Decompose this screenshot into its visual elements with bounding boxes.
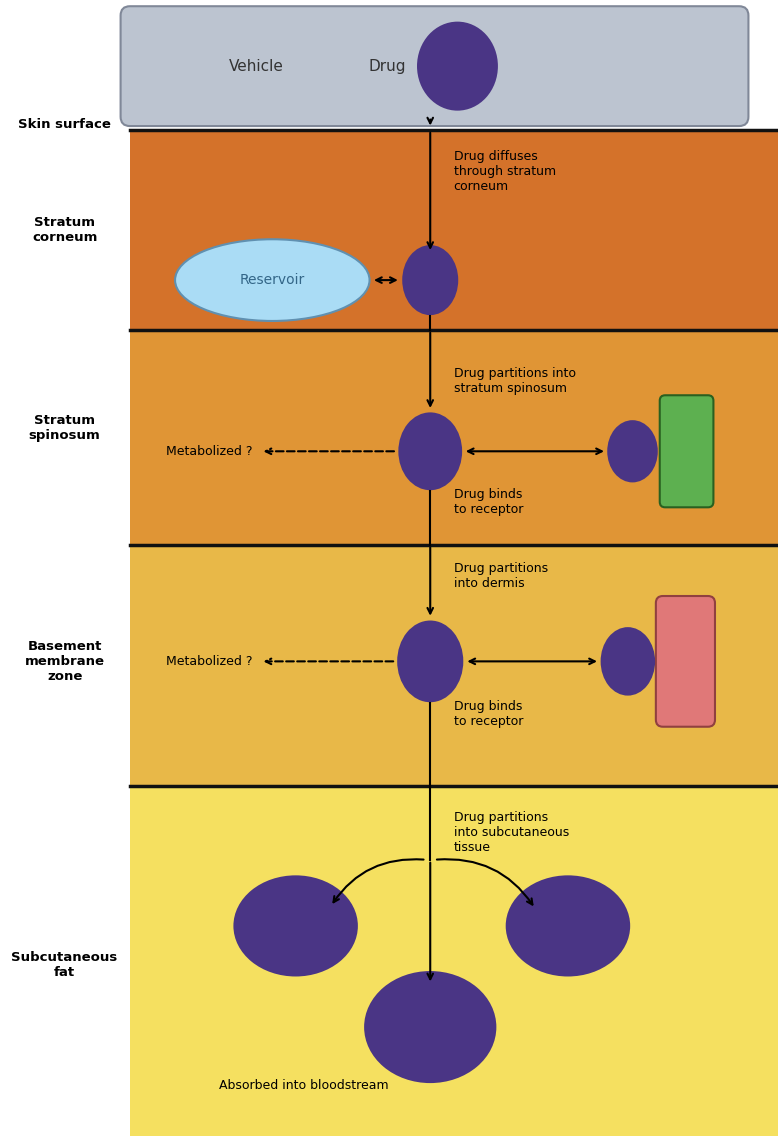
FancyBboxPatch shape [660, 395, 713, 508]
Ellipse shape [417, 22, 498, 110]
Text: Drug partitions into
stratum spinosum: Drug partitions into stratum spinosum [454, 367, 576, 395]
Text: Metabolized ?: Metabolized ? [166, 654, 253, 668]
Text: Metabolized ?: Metabolized ? [166, 445, 253, 458]
Bar [130, 544, 778, 786]
Text: Stratum
spinosum: Stratum spinosum [29, 414, 100, 442]
Text: Drug diffuses
through stratum
corneum: Drug diffuses through stratum corneum [454, 150, 555, 193]
Text: Drug binds
to receptor: Drug binds to receptor [454, 487, 523, 516]
Text: Skin surface: Skin surface [18, 118, 111, 131]
Ellipse shape [506, 876, 630, 977]
Ellipse shape [402, 245, 458, 315]
Text: Drug binds
to receptor: Drug binds to receptor [454, 700, 523, 728]
Ellipse shape [233, 876, 358, 977]
FancyBboxPatch shape [656, 596, 715, 727]
Text: Drug partitions
into subcutaneous
tissue: Drug partitions into subcutaneous tissue [454, 811, 569, 854]
Bar [130, 786, 778, 1136]
Ellipse shape [364, 971, 496, 1083]
Ellipse shape [601, 627, 655, 695]
Bar [0, 0, 130, 1136]
Ellipse shape [607, 420, 657, 483]
Text: Stratum
corneum: Stratum corneum [32, 216, 97, 243]
Text: Subcutaneous
fat: Subcutaneous fat [12, 951, 117, 979]
FancyBboxPatch shape [121, 6, 748, 126]
Bar [130, 329, 778, 544]
Ellipse shape [398, 412, 462, 491]
Text: Absorbed into bloodstream: Absorbed into bloodstream [219, 1079, 388, 1092]
Text: Drug partitions
into dermis: Drug partitions into dermis [454, 562, 548, 590]
Text: Vehicle: Vehicle [230, 59, 284, 74]
Text: Drug: Drug [369, 59, 406, 74]
Ellipse shape [398, 620, 464, 702]
Text: Reservoir: Reservoir [240, 273, 305, 287]
Text: Basement
membrane
zone: Basement membrane zone [25, 640, 104, 683]
Ellipse shape [175, 240, 370, 321]
Bar [130, 130, 778, 329]
